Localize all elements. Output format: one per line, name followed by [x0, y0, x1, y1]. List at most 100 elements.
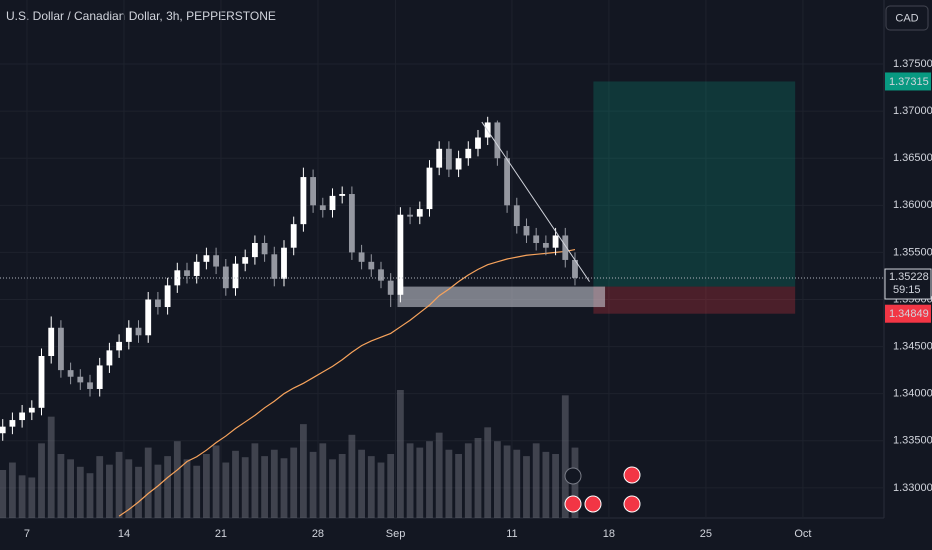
volume-bar — [154, 464, 162, 518]
volume-bar — [86, 473, 94, 518]
volume-bar — [455, 454, 462, 518]
candle-body — [397, 214, 404, 295]
volume-bar — [435, 432, 443, 518]
currency-label: CAD — [895, 12, 918, 24]
volume-bar — [232, 450, 239, 518]
x-tick-label: 25 — [700, 528, 712, 540]
candle-body — [116, 341, 123, 351]
candle-body — [348, 194, 355, 253]
y-tick-label: 1.36500 — [893, 152, 932, 164]
candle-body — [0, 426, 6, 434]
candle-body — [145, 299, 152, 336]
candle-body — [135, 327, 142, 336]
volume-bar — [251, 443, 259, 518]
volume-bar — [542, 451, 550, 518]
candle-body — [358, 252, 365, 262]
volume-bar — [96, 456, 104, 518]
volume-bar — [222, 462, 230, 518]
candle-body — [513, 205, 520, 227]
event-icon[interactable] — [584, 495, 602, 513]
volume-bar — [38, 443, 45, 518]
candle-body — [96, 365, 103, 389]
candle-body — [184, 270, 190, 276]
candle-body — [494, 122, 501, 159]
stop-label: 1.34849 — [889, 308, 929, 320]
currency-button[interactable] — [885, 5, 929, 31]
volume-bar — [329, 459, 336, 518]
candle-body — [28, 407, 35, 413]
volume-bar — [193, 465, 201, 518]
candle-body — [378, 269, 384, 281]
countdown: 59:15 — [893, 284, 921, 296]
volume-bar — [532, 443, 540, 518]
event-icon[interactable] — [623, 466, 641, 484]
volume-bar — [18, 475, 26, 518]
trendline — [481, 121, 590, 282]
candle-body — [552, 235, 559, 248]
volume-bar — [300, 424, 307, 518]
volume-bar — [552, 454, 559, 518]
volume-bar — [280, 458, 288, 518]
candle-body — [416, 209, 423, 217]
volume-bar — [474, 438, 482, 518]
candle-body — [58, 327, 64, 371]
moving-average — [118, 248, 576, 517]
volume-bar — [76, 466, 84, 518]
candle-body — [572, 259, 578, 278]
volume-bar — [493, 441, 501, 518]
candle-body — [339, 194, 346, 196]
volume-bar — [319, 443, 327, 518]
candle-body — [48, 327, 55, 357]
event-icon[interactable] — [564, 467, 582, 485]
candle-body — [310, 177, 317, 206]
candle-body — [407, 214, 413, 217]
candle-body — [368, 261, 375, 270]
support-zone — [397, 286, 606, 308]
volume-bar — [367, 456, 375, 518]
volume-bar — [387, 454, 395, 518]
volume-bar — [261, 456, 268, 518]
volume-bar — [348, 434, 356, 518]
volume-bar — [406, 443, 414, 518]
candle-body — [251, 242, 258, 258]
volume-bar — [290, 447, 298, 518]
event-icon[interactable] — [564, 495, 582, 513]
y-tick-label: 1.34500 — [893, 340, 932, 352]
x-tick-label: 21 — [215, 528, 227, 540]
volume-bar — [144, 447, 152, 518]
candle-body — [533, 235, 540, 243]
y-tick-label: 1.37000 — [893, 105, 932, 117]
candle-body — [387, 280, 394, 295]
volume-bar — [47, 416, 55, 518]
candle-body — [436, 148, 443, 168]
y-tick-label: 1.33500 — [893, 435, 932, 447]
x-tick-label: 14 — [118, 528, 130, 540]
x-tick-label: 18 — [603, 528, 615, 540]
volume-bar — [513, 449, 521, 518]
last-price-label: 1.35228 — [889, 271, 929, 283]
volume-bar — [396, 390, 404, 518]
y-tick-label: 1.37500 — [893, 58, 932, 70]
volume-bar — [28, 477, 36, 518]
candle-body — [261, 242, 268, 255]
event-icons — [564, 466, 641, 513]
volume-bar — [125, 459, 133, 518]
target-zone — [593, 81, 796, 287]
volume-bar — [241, 457, 249, 518]
candle-body — [455, 158, 462, 170]
volume-bar — [212, 445, 220, 518]
x-tick-label: Sep — [386, 528, 406, 540]
volume-bar — [164, 456, 171, 518]
candle-body — [475, 137, 481, 149]
candle-body — [19, 412, 26, 421]
candle-body — [523, 226, 530, 236]
x-tick-label: 11 — [506, 528, 517, 540]
candle-body — [504, 158, 510, 206]
candle-body — [213, 255, 220, 267]
y-tick-label: 1.34000 — [893, 388, 932, 400]
event-icon[interactable] — [623, 495, 641, 513]
volume-bar — [503, 445, 511, 518]
candle-body — [445, 148, 452, 170]
volume-bar — [426, 441, 433, 518]
volume-bar — [173, 441, 181, 518]
